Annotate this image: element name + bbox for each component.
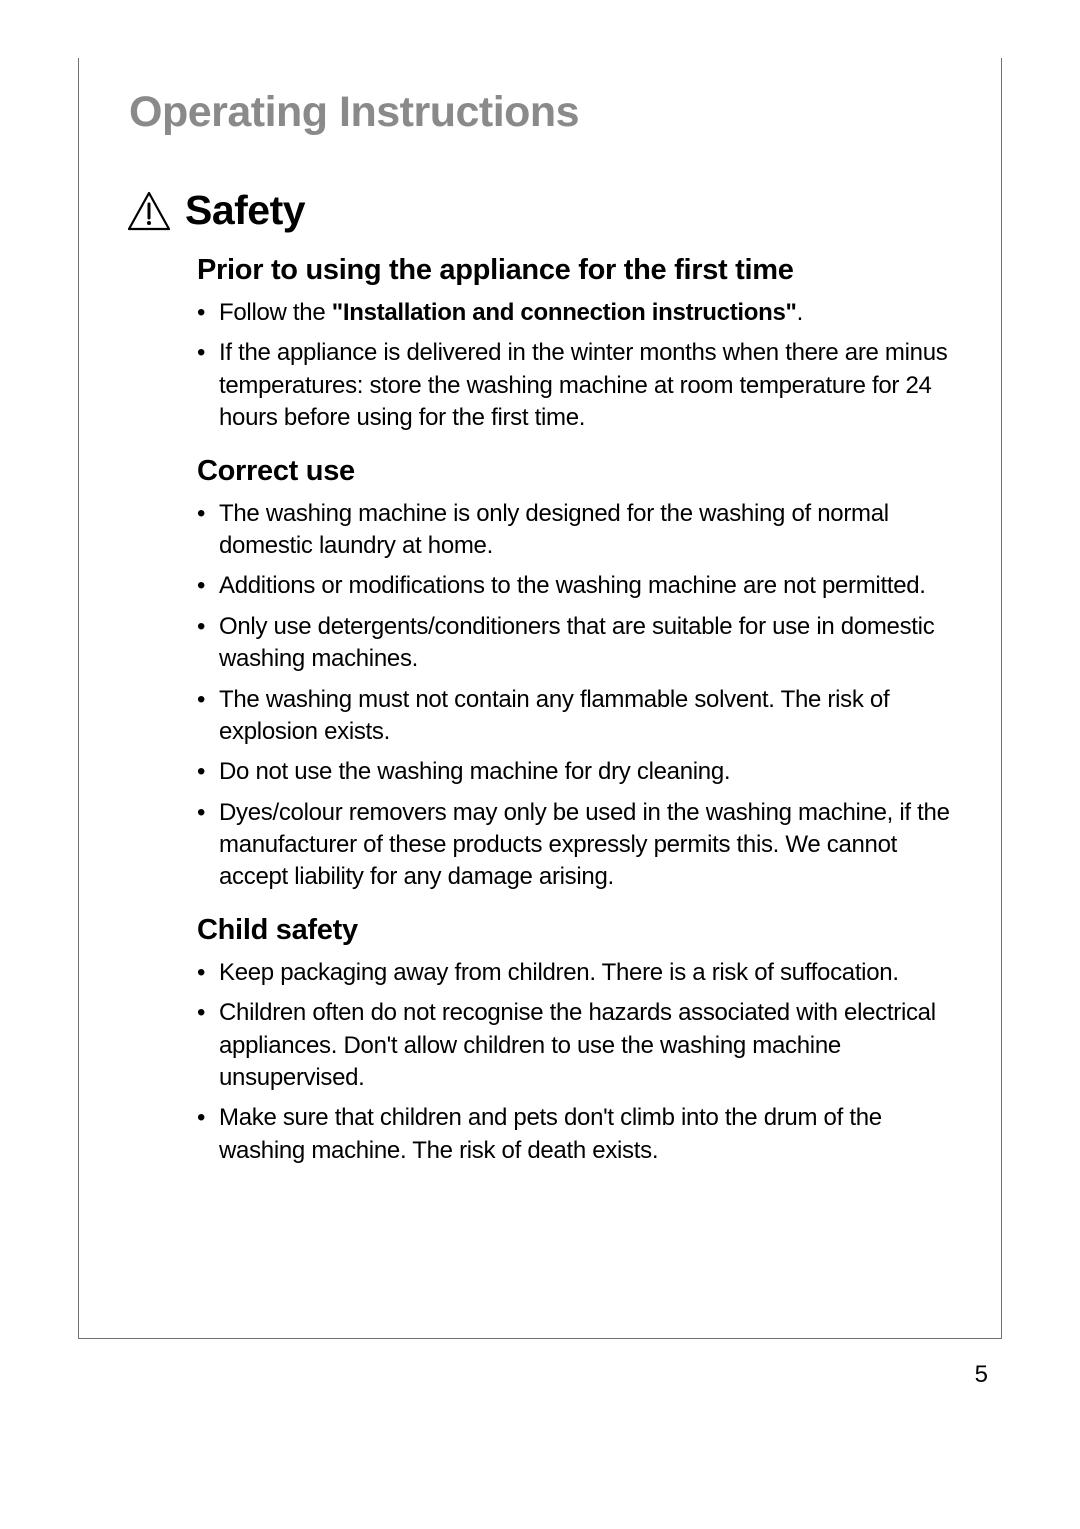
list-item: Follow the "Installation and connection …	[197, 297, 961, 329]
sub-title: Child safety	[197, 914, 961, 947]
list-item: The washing must not contain any flammab…	[197, 684, 961, 749]
bullet-list: Follow the "Installation and connection …	[197, 297, 961, 435]
list-item: Children often do not recognise the haza…	[197, 997, 961, 1094]
bullet-list: The washing machine is only designed for…	[197, 498, 961, 894]
list-item: Keep packaging away from children. There…	[197, 957, 961, 989]
list-item: Additions or modifications to the washin…	[197, 570, 961, 602]
bullet-list: Keep packaging away from children. There…	[197, 957, 961, 1167]
sub-title: Correct use	[197, 455, 961, 488]
page-title: Operating Instructions	[129, 88, 961, 137]
item-text-bold: "Installation and connection instruction…	[332, 299, 797, 326]
item-text-post: .	[797, 299, 803, 326]
item-text-pre: Follow the	[219, 299, 332, 326]
list-item: Make sure that children and pets don't c…	[197, 1102, 961, 1167]
list-item: Only use detergents/conditioners that ar…	[197, 611, 961, 676]
list-item: The washing machine is only designed for…	[197, 498, 961, 563]
subsection-prior-use: Prior to using the appliance for the fir…	[197, 254, 961, 435]
page-frame: Operating Instructions Safety Prior to u…	[78, 58, 1002, 1339]
safety-heading-row: Safety	[119, 187, 961, 234]
subsection-correct-use: Correct use The washing machine is only …	[197, 455, 961, 894]
warning-triangle-icon	[127, 191, 171, 231]
list-item: Dyes/colour removers may only be used in…	[197, 797, 961, 894]
safety-heading: Safety	[185, 187, 305, 234]
list-item: If the appliance is delivered in the win…	[197, 337, 961, 434]
page-number: 5	[975, 1361, 988, 1389]
sub-title: Prior to using the appliance for the fir…	[197, 254, 961, 287]
page-content: Operating Instructions Safety Prior to u…	[79, 58, 1001, 1215]
subsection-child-safety: Child safety Keep packaging away from ch…	[197, 914, 961, 1167]
list-item: Do not use the washing machine for dry c…	[197, 756, 961, 788]
